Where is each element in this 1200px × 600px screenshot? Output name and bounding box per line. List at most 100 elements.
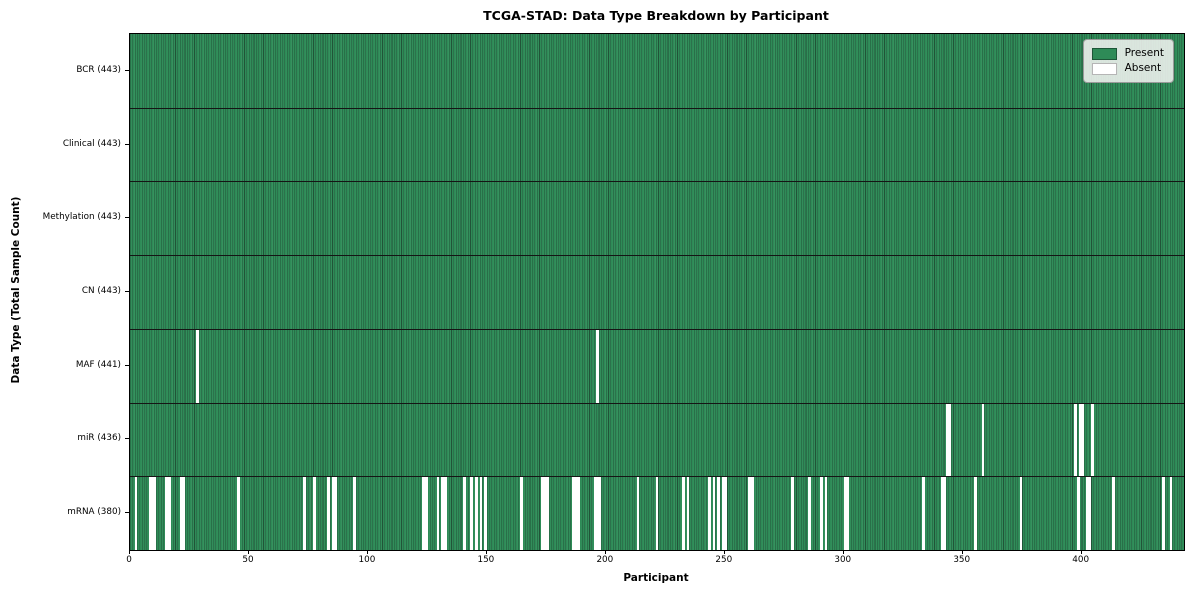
row-separator — [130, 181, 1184, 183]
ytick-label-BCR: BCR (443) — [76, 64, 121, 75]
absent-cell-mRNA-232 — [681, 476, 685, 550]
xtick-mark — [485, 550, 487, 554]
row-separator — [130, 107, 1184, 109]
absent-cell-mRNA-129 — [436, 476, 440, 550]
absent-cell-mRNA-333 — [922, 476, 925, 550]
absent-cell-mRNA-196 — [596, 476, 599, 550]
absent-cell-mRNA-234 — [686, 476, 690, 550]
legend-entry-present: Present — [1091, 47, 1164, 60]
absent-cell-mRNA-261 — [750, 476, 754, 550]
xtick-mark — [961, 550, 963, 554]
absent-cell-mRNA-413 — [1112, 476, 1116, 550]
ytick-label-Methylation: Methylation (443) — [42, 212, 121, 223]
absent-cell-mRNA-147 — [479, 476, 483, 550]
x-axis-title: Participant — [623, 572, 689, 584]
absent-cell-mRNA-402 — [1086, 476, 1090, 550]
legend-present-swatch — [1091, 47, 1117, 60]
absent-cell-mRNA-2 — [134, 476, 138, 550]
ytick-mark — [125, 217, 129, 219]
absent-cell-mRNA-285 — [807, 476, 811, 550]
absent-cell-mRNA-77 — [313, 476, 316, 550]
absent-cell-mRNA-355 — [974, 476, 978, 550]
absent-cell-mRNA-434 — [1162, 476, 1166, 550]
ytick-mark — [125, 364, 129, 366]
legend-absent-swatch — [1091, 62, 1117, 75]
absent-cell-miR-358 — [981, 402, 985, 477]
absent-cell-mRNA-243 — [707, 476, 711, 550]
ytick-label-CN: CN (443) — [81, 286, 121, 296]
absent-cell-mRNA-16 — [167, 476, 171, 550]
xtick-label-50: 50 — [242, 555, 254, 565]
absent-cell-mRNA-301 — [845, 476, 849, 550]
absent-cell-mRNA-247 — [717, 476, 721, 550]
absent-cell-mRNA-15 — [165, 476, 169, 550]
plot-area: Present Absent — [129, 33, 1185, 551]
absent-cell-miR-397 — [1074, 402, 1078, 477]
ytick-label-MAF: MAF (441) — [75, 359, 121, 370]
absent-cell-mRNA-300 — [843, 476, 847, 550]
ytick-mark — [125, 143, 129, 145]
xtick-mark — [366, 550, 368, 554]
ytick-mark — [125, 512, 129, 514]
absent-cell-mRNA-374 — [1019, 476, 1023, 550]
xtick-mark — [842, 550, 844, 554]
absent-cell-mRNA-132 — [443, 476, 447, 550]
absent-cell-mRNA-8 — [148, 476, 152, 550]
row-separator — [130, 402, 1184, 404]
legend: Present Absent — [1082, 39, 1174, 83]
legend-present-label: Present — [1124, 47, 1164, 59]
absent-cell-miR-399 — [1079, 402, 1082, 477]
absent-cell-mRNA-250 — [724, 476, 728, 550]
absent-cell-mRNA-175 — [546, 476, 549, 550]
row-separator — [130, 255, 1184, 257]
absent-cell-miR-404 — [1091, 402, 1094, 477]
legend-entry-absent: Absent — [1091, 62, 1164, 75]
xtick-label-100: 100 — [358, 555, 376, 565]
absent-cell-mRNA-131 — [441, 476, 445, 550]
absent-cell-mRNA-86 — [334, 476, 338, 550]
legend-absent-label: Absent — [1124, 62, 1162, 74]
absent-cell-mRNA-195 — [593, 476, 597, 550]
xtick-label-350: 350 — [953, 555, 971, 565]
absent-cell-mRNA-83 — [327, 476, 331, 550]
xtick-mark — [247, 550, 249, 554]
absent-cell-mRNA-292 — [824, 476, 828, 550]
absent-cell-mRNA-187 — [574, 476, 578, 550]
ytick-label-mRNA: mRNA (380) — [67, 507, 121, 518]
absent-cell-mRNA-245 — [712, 476, 716, 550]
xtick-mark — [1080, 550, 1082, 554]
absent-cell-mRNA-341 — [941, 476, 944, 550]
absent-cell-MAF-28 — [196, 328, 200, 403]
absent-cell-mRNA-73 — [303, 476, 307, 550]
absent-cell-mRNA-143 — [470, 476, 473, 550]
absent-cell-mRNA-124 — [424, 476, 428, 550]
absent-cell-mRNA-149 — [484, 476, 488, 550]
absent-cell-mRNA-145 — [474, 476, 478, 550]
absent-cell-mRNA-342 — [943, 476, 947, 550]
absent-cell-miR-344 — [948, 402, 952, 477]
absent-cell-mRNA-249 — [722, 476, 725, 550]
absent-cell-mRNA-260 — [748, 476, 752, 550]
absent-cell-mRNA-186 — [572, 476, 576, 550]
absent-cell-miR-400 — [1081, 402, 1085, 477]
absent-cell-mRNA-164 — [519, 476, 523, 550]
absent-cell-mRNA-94 — [353, 476, 357, 550]
absent-cell-mRNA-437 — [1169, 476, 1173, 550]
absent-cell-MAF-196 — [596, 328, 599, 403]
absent-cell-mRNA-290 — [819, 476, 823, 550]
ytick-label-miR: miR (436) — [77, 433, 121, 444]
xtick-label-200: 200 — [596, 555, 614, 565]
absent-cell-mRNA-45 — [236, 476, 240, 550]
absent-cell-mRNA-22 — [182, 476, 185, 550]
xtick-label-150: 150 — [477, 555, 495, 565]
ytick-mark — [125, 69, 129, 71]
absent-cell-mRNA-188 — [577, 476, 580, 550]
xtick-mark — [604, 550, 606, 554]
absent-cell-mRNA-278 — [791, 476, 794, 550]
absent-cell-miR-343 — [945, 402, 949, 477]
absent-cell-mRNA-213 — [636, 476, 640, 550]
absent-cell-mRNA-21 — [179, 476, 183, 550]
absent-cell-mRNA-197 — [598, 476, 602, 550]
xtick-label-300: 300 — [834, 555, 852, 565]
